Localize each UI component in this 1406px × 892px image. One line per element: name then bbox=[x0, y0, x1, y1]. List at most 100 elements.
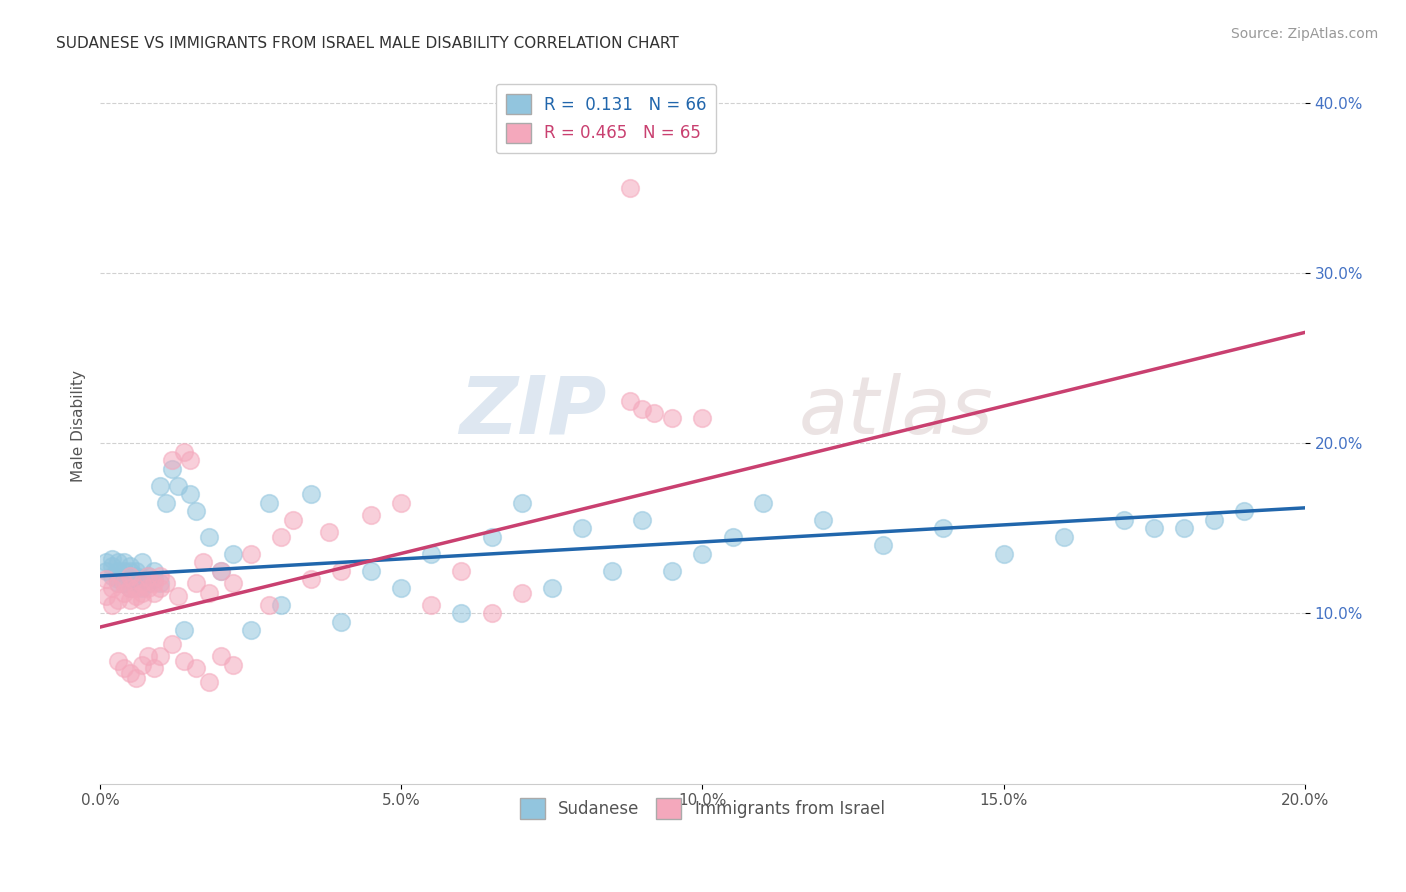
Point bbox=[239, 547, 262, 561]
Point bbox=[125, 569, 148, 583]
Point bbox=[1173, 521, 1195, 535]
Point bbox=[149, 581, 172, 595]
Point bbox=[540, 581, 562, 595]
Point bbox=[692, 410, 714, 425]
Point bbox=[619, 393, 641, 408]
Point bbox=[120, 592, 142, 607]
Point bbox=[125, 581, 148, 595]
Point bbox=[143, 586, 166, 600]
Point bbox=[107, 564, 129, 578]
Point bbox=[107, 575, 129, 590]
Point bbox=[257, 598, 280, 612]
Point bbox=[281, 513, 304, 527]
Point bbox=[125, 590, 148, 604]
Point bbox=[191, 555, 214, 569]
Point bbox=[330, 564, 353, 578]
Point bbox=[510, 586, 533, 600]
Text: ZIP: ZIP bbox=[458, 373, 606, 450]
Y-axis label: Male Disability: Male Disability bbox=[72, 370, 86, 483]
Point bbox=[221, 657, 243, 672]
Point bbox=[112, 575, 135, 590]
Point bbox=[120, 581, 142, 595]
Point bbox=[619, 180, 641, 194]
Point bbox=[186, 661, 208, 675]
Point bbox=[197, 530, 219, 544]
Point bbox=[136, 581, 159, 595]
Point bbox=[167, 590, 190, 604]
Point bbox=[186, 504, 208, 518]
Point bbox=[107, 575, 129, 590]
Point bbox=[209, 564, 232, 578]
Point bbox=[179, 453, 201, 467]
Point bbox=[173, 444, 195, 458]
Point bbox=[270, 530, 292, 544]
Point bbox=[510, 496, 533, 510]
Point bbox=[450, 564, 472, 578]
Point bbox=[125, 671, 148, 685]
Point bbox=[299, 573, 322, 587]
Point bbox=[221, 575, 243, 590]
Point bbox=[993, 547, 1015, 561]
Point bbox=[94, 573, 117, 587]
Point bbox=[1143, 521, 1166, 535]
Point bbox=[481, 607, 503, 621]
Point bbox=[221, 547, 243, 561]
Point bbox=[162, 453, 184, 467]
Point bbox=[932, 521, 955, 535]
Point bbox=[125, 564, 148, 578]
Point bbox=[149, 479, 172, 493]
Point bbox=[112, 564, 135, 578]
Point bbox=[107, 555, 129, 569]
Point bbox=[197, 586, 219, 600]
Point bbox=[136, 648, 159, 663]
Point bbox=[120, 666, 142, 681]
Point bbox=[94, 564, 117, 578]
Point bbox=[186, 575, 208, 590]
Point bbox=[120, 573, 142, 587]
Point bbox=[360, 564, 382, 578]
Point bbox=[125, 575, 148, 590]
Point bbox=[179, 487, 201, 501]
Point bbox=[107, 592, 129, 607]
Point bbox=[197, 674, 219, 689]
Point bbox=[143, 564, 166, 578]
Point bbox=[112, 586, 135, 600]
Point bbox=[420, 598, 443, 612]
Point bbox=[162, 461, 184, 475]
Point bbox=[94, 555, 117, 569]
Point bbox=[112, 555, 135, 569]
Point bbox=[101, 569, 124, 583]
Point bbox=[112, 575, 135, 590]
Point bbox=[661, 564, 683, 578]
Point bbox=[112, 661, 135, 675]
Point bbox=[136, 569, 159, 583]
Point bbox=[571, 521, 593, 535]
Text: atlas: atlas bbox=[799, 373, 994, 450]
Point bbox=[143, 573, 166, 587]
Point bbox=[149, 648, 172, 663]
Point bbox=[173, 624, 195, 638]
Point bbox=[101, 581, 124, 595]
Text: SUDANESE VS IMMIGRANTS FROM ISRAEL MALE DISABILITY CORRELATION CHART: SUDANESE VS IMMIGRANTS FROM ISRAEL MALE … bbox=[56, 36, 679, 51]
Point bbox=[155, 496, 177, 510]
Point bbox=[209, 564, 232, 578]
Point bbox=[131, 592, 153, 607]
Point bbox=[120, 564, 142, 578]
Point bbox=[120, 558, 142, 573]
Point bbox=[94, 590, 117, 604]
Point bbox=[107, 573, 129, 587]
Point bbox=[1112, 513, 1135, 527]
Point bbox=[643, 405, 665, 419]
Point bbox=[209, 648, 232, 663]
Point bbox=[131, 575, 153, 590]
Point bbox=[360, 508, 382, 522]
Point bbox=[1053, 530, 1076, 544]
Point bbox=[389, 496, 412, 510]
Point bbox=[330, 615, 353, 629]
Point bbox=[600, 564, 623, 578]
Point bbox=[155, 575, 177, 590]
Point bbox=[131, 581, 153, 595]
Point bbox=[143, 661, 166, 675]
Point bbox=[1204, 513, 1226, 527]
Point bbox=[101, 552, 124, 566]
